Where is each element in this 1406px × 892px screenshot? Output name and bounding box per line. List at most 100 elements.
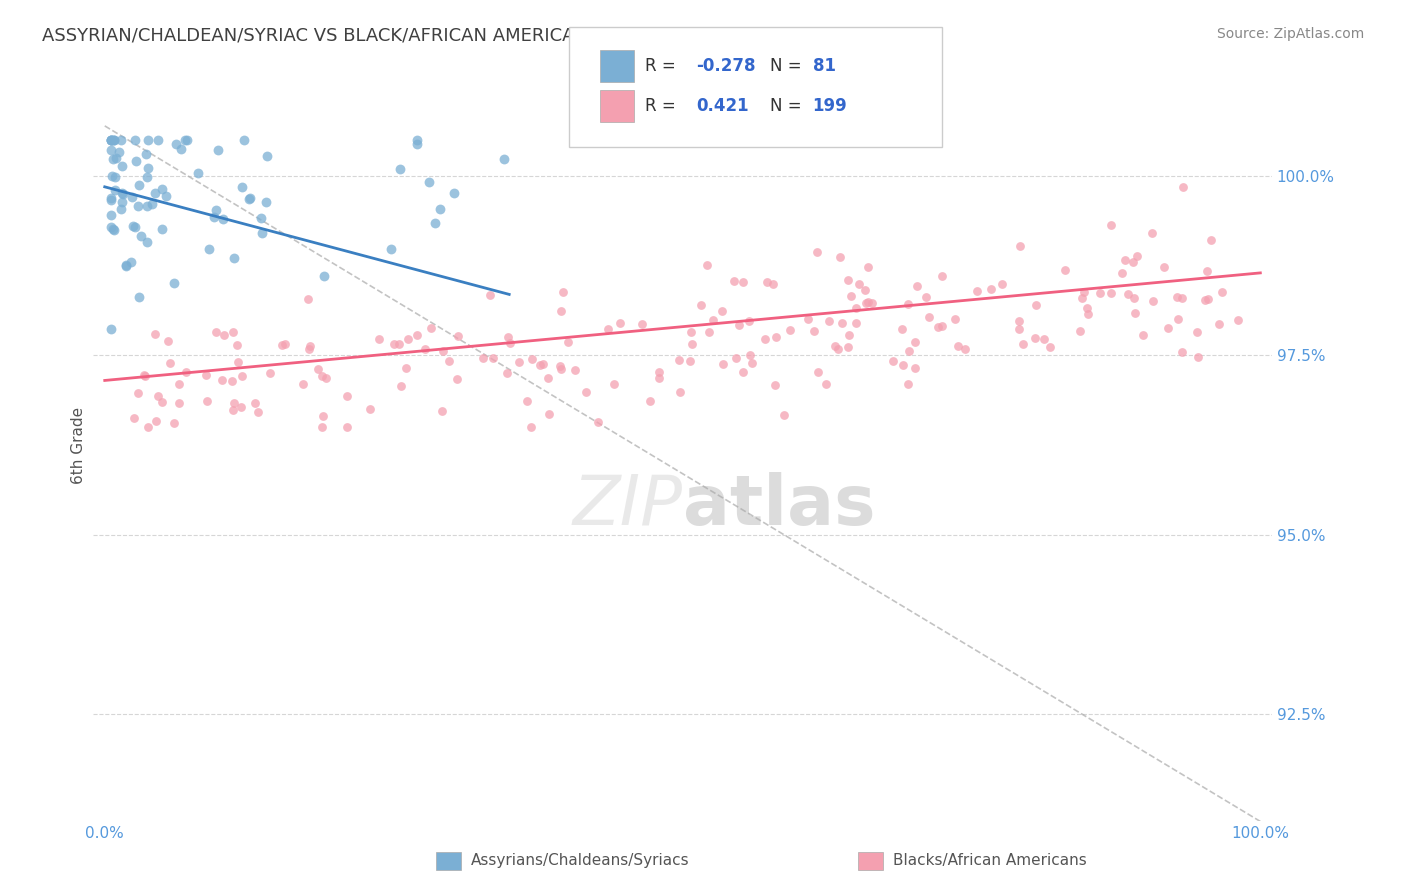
Point [897,296,920,310]
Point [204,202,226,217]
Point [195,394,218,409]
Point [120,254,142,268]
Point [499,336,522,351]
Point [249,211,271,225]
Point [143,186,166,201]
Point [697,325,720,339]
Point [141,197,163,211]
Point [101,133,124,147]
Point [1173,180,1195,194]
Point [198,242,221,256]
Point [630,317,652,331]
Point [110,186,132,201]
Point [406,136,429,151]
Point [150,395,173,409]
Point [159,356,181,370]
Point [741,356,763,370]
Point [406,327,429,342]
Point [292,376,315,391]
Point [132,368,155,382]
Point [145,414,167,428]
Point [508,355,530,369]
Point [991,277,1014,291]
Point [380,242,402,256]
Point [609,316,631,330]
Point [725,351,748,365]
Point [437,354,460,368]
Point [111,186,134,201]
Point [297,292,319,306]
Point [169,396,191,410]
Point [638,394,661,409]
Point [806,245,828,260]
Point [943,312,966,326]
Point [495,366,517,380]
Point [100,143,122,157]
Point [222,325,245,339]
Point [418,175,440,189]
Point [1195,264,1218,278]
Point [837,273,859,287]
Point [138,133,160,147]
Point [298,342,321,356]
Point [1157,321,1180,335]
Point [1088,285,1111,300]
Point [831,316,853,330]
Point [1071,291,1094,305]
Point [100,322,122,336]
Point [446,372,468,386]
Point [107,145,129,160]
Point [1201,233,1223,247]
Point [1153,260,1175,274]
Point [157,334,180,349]
Point [274,337,297,351]
Point [931,269,953,284]
Point [155,188,177,202]
Point [111,160,134,174]
Point [1194,293,1216,308]
Point [100,169,122,183]
Point [150,222,173,236]
Point [115,259,138,273]
Point [311,369,333,384]
Text: Source: ZipAtlas.com: Source: ZipAtlas.com [1216,27,1364,41]
Point [668,353,690,368]
Point [336,389,359,403]
Point [135,169,157,184]
Point [882,354,904,368]
Point [915,290,938,304]
Point [127,386,149,401]
Point [124,219,146,234]
Point [207,143,229,157]
Text: -0.278: -0.278 [696,57,755,75]
Point [537,371,560,385]
Y-axis label: 6th Grade: 6th Grade [72,407,86,483]
Point [100,133,122,147]
Point [110,133,132,147]
Point [146,389,169,403]
Point [548,359,571,373]
Point [388,161,411,176]
Point [131,228,153,243]
Point [690,298,713,312]
Point [904,335,927,350]
Point [382,336,405,351]
Point [1197,292,1219,306]
Point [803,324,825,338]
Text: ASSYRIAN/CHALDEAN/SYRIAC VS BLACK/AFRICAN AMERICAN 6TH GRADE CORRELATION CHART: ASSYRIAN/CHALDEAN/SYRIAC VS BLACK/AFRICA… [42,27,900,45]
Point [531,357,554,371]
Point [927,319,949,334]
Point [765,330,787,344]
Point [1126,249,1149,263]
Point [1226,313,1249,327]
Point [1008,239,1031,253]
Point [271,338,294,352]
Point [225,338,247,352]
Point [520,420,543,434]
Point [838,328,860,343]
Point [194,368,217,383]
Point [713,357,735,371]
Point [818,313,841,327]
Point [1187,351,1209,365]
Text: 199: 199 [813,97,848,115]
